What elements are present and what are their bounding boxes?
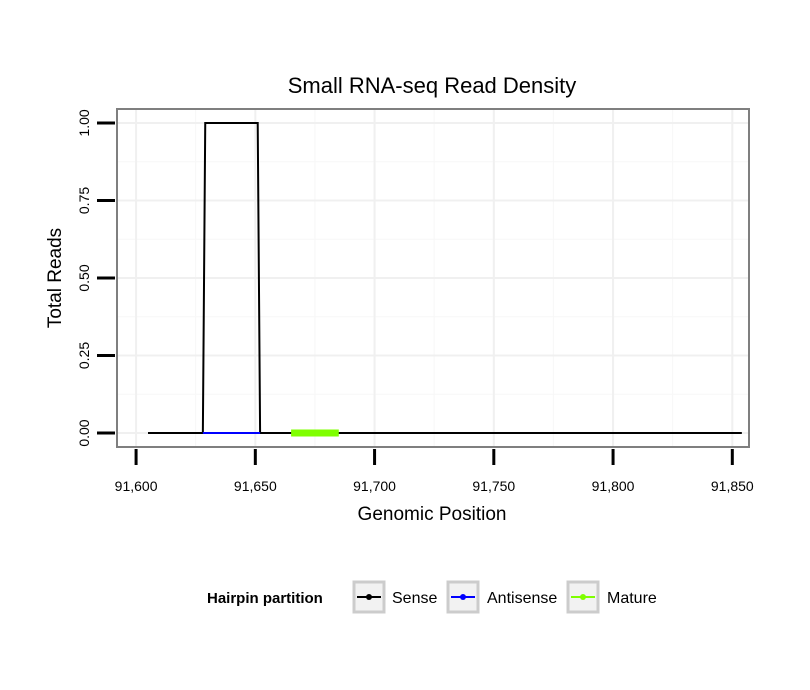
legend-label-mature: Mature <box>607 590 657 607</box>
x-tick-label: 91,800 <box>592 478 635 494</box>
chart-title: Small RNA-seq Read Density <box>288 73 577 98</box>
x-tick-label: 91,700 <box>353 478 396 494</box>
y-axis-label: Total Reads <box>45 228 66 328</box>
legend-label-sense: Sense <box>392 590 437 607</box>
y-axis: 0.00 0.25 0.50 0.75 1.00 <box>76 109 115 447</box>
x-tick-label: 91,750 <box>472 478 515 494</box>
x-axis-label: Genomic Position <box>358 504 507 525</box>
y-tick-label: 0.00 <box>76 419 92 446</box>
y-tick-label: 0.25 <box>76 342 92 369</box>
y-tick-label: 0.50 <box>76 264 92 291</box>
y-tick-label: 0.75 <box>76 187 92 214</box>
x-axis: 91,600 91,650 91,700 91,750 91,800 91,850 <box>115 449 754 494</box>
legend: Hairpin partition Sense Antisense Mature <box>207 580 657 614</box>
legend-label-antisense: Antisense <box>487 590 557 607</box>
series-line-sense <box>148 121 742 435</box>
x-tick-label: 91,850 <box>711 478 754 494</box>
x-tick-label: 91,650 <box>234 478 277 494</box>
y-tick-label: 1.00 <box>76 109 92 136</box>
legend-title: Hairpin partition <box>207 590 323 607</box>
plot-border <box>116 108 750 448</box>
grid <box>117 109 749 447</box>
x-tick-label: 91,600 <box>115 478 158 494</box>
series-layer <box>148 121 742 437</box>
